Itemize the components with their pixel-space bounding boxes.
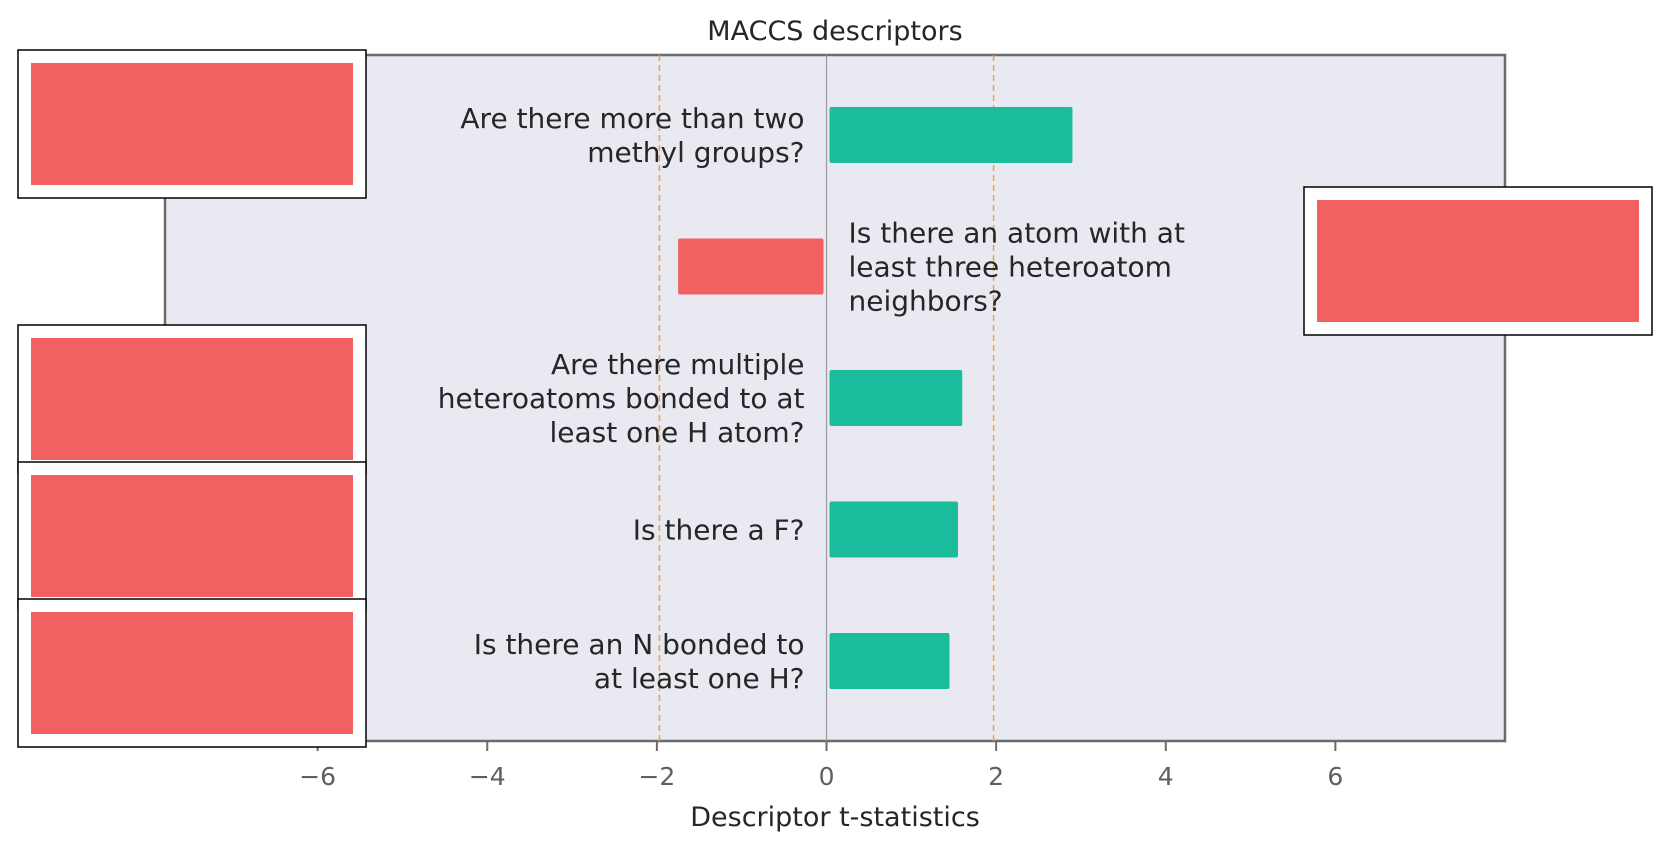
molecule-inset-3 xyxy=(17,324,367,474)
x-axis-label: Descriptor t-statistics xyxy=(690,802,980,833)
category-label-2: Is there an atom with at least three hete… xyxy=(849,217,1185,318)
bar-2 xyxy=(678,238,824,295)
x-tick-label-3: −2 xyxy=(638,762,675,791)
molecule-inset-4 xyxy=(17,461,367,611)
x-tick-label-4: 0 xyxy=(819,762,835,791)
bar-4 xyxy=(829,501,958,558)
chart-title: MACCS descriptors xyxy=(707,16,962,47)
x-tick-label-5: 2 xyxy=(988,762,1004,791)
x-tick-label-1: −6 xyxy=(299,762,336,791)
category-label-4: Is there a F? xyxy=(633,514,805,547)
category-label-3: Are there multiple heteroatoms bonded to … xyxy=(438,348,805,449)
x-tick-label-2: −4 xyxy=(469,762,506,791)
bar-5 xyxy=(829,633,950,689)
molecule-inset-2 xyxy=(1303,186,1653,336)
category-label-5: Is there an N bonded to at least one H? xyxy=(474,628,805,695)
bar-1 xyxy=(829,107,1073,163)
x-tick-label-7: 6 xyxy=(1327,762,1343,791)
molecule-inset-1 xyxy=(17,49,367,199)
x-tick-label-6: 4 xyxy=(1158,762,1174,791)
bar-3 xyxy=(829,370,963,426)
molecule-inset-5 xyxy=(17,598,367,748)
category-label-1: Are there more than two methyl groups? xyxy=(460,102,804,169)
